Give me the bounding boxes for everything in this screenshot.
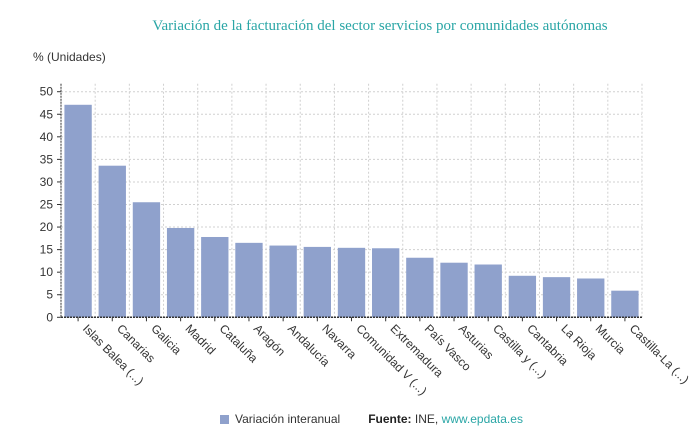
y-tick-label: 15 xyxy=(40,243,54,257)
bar xyxy=(166,227,195,318)
legend: Variación interanual Fuente: INE, www.ep… xyxy=(220,412,523,426)
y-tick-label: 20 xyxy=(40,220,54,234)
bar xyxy=(337,247,366,318)
source-text: INE, xyxy=(414,412,439,426)
y-tick-label: 50 xyxy=(40,85,54,99)
bar xyxy=(64,104,92,318)
chart-title: Variación de la facturación del sector s… xyxy=(152,18,608,34)
y-tick-label: 35 xyxy=(40,152,54,166)
y-tick-label: 45 xyxy=(40,107,54,121)
y-tick-label: 40 xyxy=(40,130,54,144)
x-tick-label: Islas Balea (...) xyxy=(80,322,146,388)
y-tick-label: 5 xyxy=(46,288,53,302)
bar xyxy=(372,248,400,318)
bar xyxy=(542,277,571,318)
bar xyxy=(269,245,297,318)
x-tick-label: Castilla-La (...) xyxy=(627,322,690,387)
bar xyxy=(474,264,502,318)
bar xyxy=(440,262,468,318)
bar xyxy=(406,257,434,318)
y-axis-label: % (Unidades) xyxy=(33,50,106,64)
legend-swatch xyxy=(220,414,229,424)
legend-label[interactable]: Variación interanual xyxy=(235,412,341,426)
x-tick-label: Madrid xyxy=(182,322,218,358)
source-label: Fuente: xyxy=(368,412,412,426)
source-note: Fuente: INE, www.epdata.es xyxy=(368,412,523,426)
bar xyxy=(611,290,639,318)
bar xyxy=(303,246,331,318)
bar xyxy=(235,242,263,318)
bar xyxy=(132,202,161,318)
source-link[interactable]: www.epdata.es xyxy=(441,412,523,426)
y-tick-label: 25 xyxy=(40,198,54,212)
bar xyxy=(577,278,605,318)
bar xyxy=(98,165,126,318)
y-tick-label: 10 xyxy=(40,265,54,279)
y-tick-label: 0 xyxy=(46,310,53,324)
bar xyxy=(508,275,537,318)
y-tick-label: 30 xyxy=(40,175,54,189)
bar xyxy=(201,236,229,318)
